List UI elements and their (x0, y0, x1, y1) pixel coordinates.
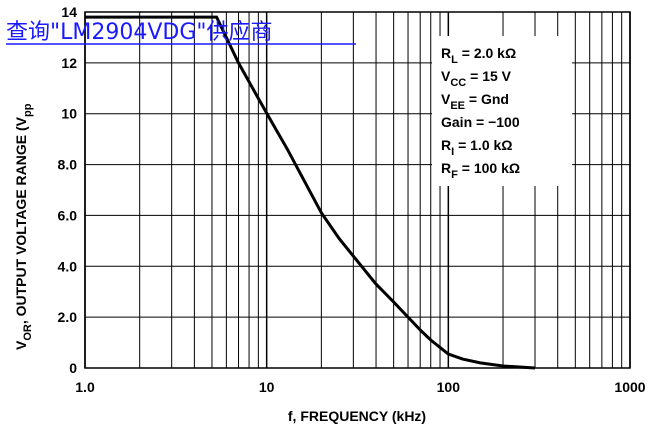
legend-entry-sub: L (451, 54, 458, 66)
legend-entry: RF = 100 kΩ (441, 160, 520, 181)
y-tick-label: 12 (61, 55, 77, 71)
legend-entry-value: = Gnd (465, 91, 509, 107)
x-tick-label: 10 (259, 379, 275, 395)
legend-entry-main: V (441, 68, 451, 84)
x-axis-title: f, FREQUENCY (kHz) (288, 408, 426, 424)
legend-entry-value: = −100 (472, 114, 520, 130)
y-tick-label: 0 (69, 360, 77, 376)
y-tick-labels: 0 2.0 4.0 6.0 8.0 10 12 14 (58, 4, 78, 376)
legend-entry-sub: I (451, 146, 454, 158)
y-axis-title-main: V (13, 340, 29, 350)
y-tick-label: 14 (61, 4, 77, 20)
legend-entry-main: V (441, 91, 451, 107)
series-line (85, 15, 536, 370)
y-tick-label: 6.0 (58, 207, 78, 223)
legend-entry-main: R (441, 137, 451, 153)
legend-entry-value: = 15 V (466, 68, 511, 84)
legend-entry-main: Gain (441, 114, 472, 130)
legend-entry-value: = 1.0 kΩ (454, 137, 512, 153)
legend-entry-main: R (441, 45, 451, 61)
x-tick-labels: 1.0 10 100 1000 (75, 379, 646, 395)
legend-entry-sub: CC (450, 77, 466, 89)
legend-box (432, 36, 572, 186)
x-tick-label: 1000 (614, 379, 645, 395)
y-tick-label: 2.0 (58, 309, 78, 325)
y-axis-title: VOR, OUTPUT VOLTAGE RANGE (Vpp (13, 103, 34, 350)
legend-entry-value: = 2.0 kΩ (458, 45, 516, 61)
x-tick-label: 100 (437, 379, 461, 395)
y-tick-label: 4.0 (58, 258, 78, 274)
y-tick-label: 10 (61, 106, 77, 122)
legend-entry: RL = 2.0 kΩ (441, 45, 516, 66)
minor-grid (139, 12, 623, 368)
y-axis-title-sub: OR (22, 324, 34, 341)
y-tick-label: 8.0 (58, 157, 78, 173)
legend-entry: VCC = 15 V (441, 68, 512, 89)
plot-frame (84, 11, 631, 369)
legend-entry: RI = 1.0 kΩ (441, 137, 513, 158)
legend-entry: Gain = −100 (441, 114, 520, 130)
y-axis-title-sub2: pp (22, 103, 34, 117)
legend-entry-main: R (441, 160, 451, 176)
legend-entry-value: = 100 kΩ (458, 160, 520, 176)
legend-entry-sub: F (451, 169, 458, 181)
y-axis-title-rest: , OUTPUT VOLTAGE RANGE (V (13, 116, 29, 324)
watermark-link[interactable]: 查询"LM2904VDG"供应商 (6, 20, 273, 45)
x-tick-label: 1.0 (75, 379, 95, 395)
legend-entry: VEE = Gnd (441, 91, 509, 112)
legend-entry-sub: EE (450, 100, 465, 112)
